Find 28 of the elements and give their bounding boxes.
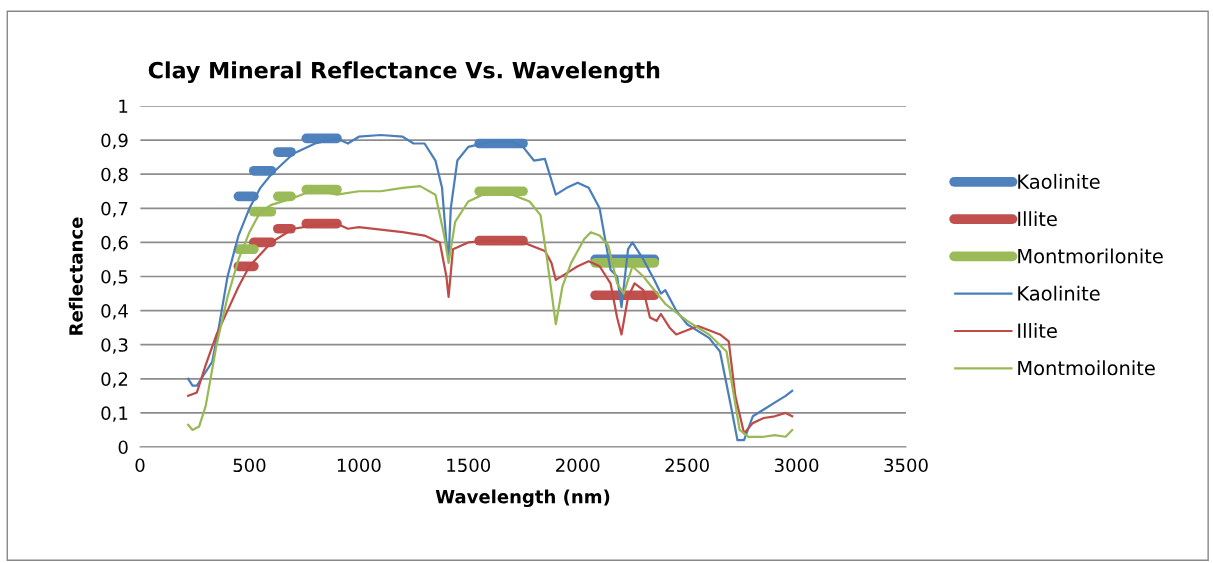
y-tick-label: 0,5: [101, 269, 128, 286]
x-tick-label: 2500: [665, 458, 709, 473]
legend-label: Illite: [1018, 323, 1057, 339]
x-tick-label: 1000: [337, 458, 381, 473]
x-tick-label: 500: [233, 458, 266, 473]
y-tick-label: 0,3: [101, 338, 128, 354]
x-tick-label: 3500: [884, 458, 928, 473]
y-tick-label: 0,6: [101, 235, 128, 252]
x-tick-label: 3000: [774, 458, 819, 473]
legend-label: Kaolinite: [1018, 285, 1100, 301]
y-axis-title: Reflectance: [68, 217, 83, 335]
y-tick-label: 0,9: [101, 133, 128, 150]
y-tick-label: 0: [118, 440, 128, 455]
x-tick-label: 0: [135, 458, 145, 473]
legend-label: Kaolinite: [1018, 173, 1100, 189]
legend-label: Illite: [1018, 211, 1057, 227]
y-tick-label: 0,7: [101, 201, 128, 218]
legend-label: Montmorilonite: [1018, 248, 1163, 264]
chart-title: Clay Mineral Reflectance Vs. Wavelength: [148, 61, 660, 84]
legend-label: Montmoilonite: [1018, 360, 1155, 376]
y-tick-label: 1: [119, 99, 128, 113]
x-axis-title: Wavelength (nm): [435, 489, 610, 508]
y-tick-label: 0,1: [101, 406, 128, 422]
x-tick-label: 1500: [447, 458, 491, 473]
x-tick-label: 2000: [556, 458, 600, 473]
y-tick-label: 0,8: [101, 167, 128, 184]
y-tick-label: 0,2: [101, 372, 128, 388]
y-tick-label: 0,4: [101, 304, 128, 320]
